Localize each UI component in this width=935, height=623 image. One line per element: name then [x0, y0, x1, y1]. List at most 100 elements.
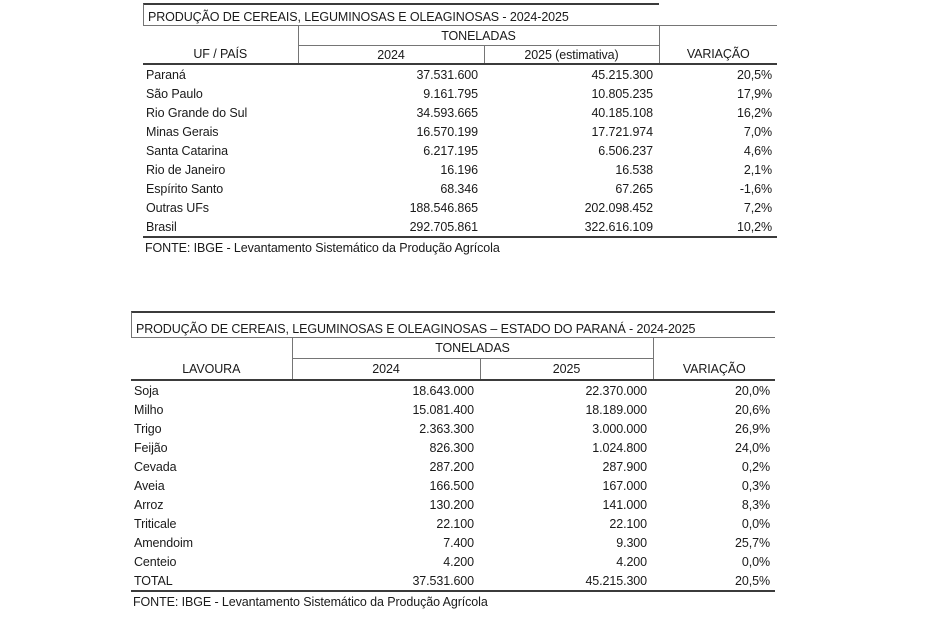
- table-row: Feijão 826.300 1.024.800 24,0%: [131, 438, 775, 457]
- value-2025-cell: 40.185.108: [591, 105, 653, 120]
- value-2025-cell: 22.100: [609, 516, 647, 531]
- row-name-cell: Soja: [134, 383, 159, 398]
- table-row: Rio de Janeiro 16.196 16.538 2,1%: [143, 160, 777, 179]
- row-name-cell: Trigo: [134, 421, 162, 436]
- variation-cell: 2,1%: [743, 162, 772, 177]
- value-2025-cell: 167.000: [602, 478, 648, 493]
- row-name-cell: Outras UFs: [146, 200, 209, 215]
- production-table-brazil: PRODUÇÃO DE CEREAIS, LEGUMINOSAS E OLEAG…: [143, 3, 777, 255]
- table2-toneladas-group-header: TONELADAS: [292, 338, 654, 359]
- table1-group-header-row: TONELADAS: [143, 26, 777, 46]
- value-2025-cell: 17.721.974: [591, 124, 653, 139]
- table2-col-variacao: VARIAÇÃO: [653, 358, 775, 381]
- variation-cell: 20,5%: [653, 571, 775, 592]
- variation-cell: 20,5%: [737, 67, 772, 82]
- table-row: Cevada 287.200 287.900 0,2%: [131, 457, 775, 476]
- row-name-cell: Triticale: [134, 516, 177, 531]
- table2-grid: TONELADAS LAVOURA 2024 2025 VARIAÇÃO Soj…: [131, 338, 775, 592]
- value-2025-cell: 3.000.000: [592, 421, 647, 436]
- table1-header-spacer-cell: [143, 26, 299, 46]
- table1-title-band: PRODUÇÃO DE CEREAIS, LEGUMINOSAS E OLEAG…: [143, 3, 777, 26]
- table-row: São Paulo 9.161.795 10.805.235 17,9%: [143, 84, 777, 103]
- table2-header-spacer-cell: [653, 338, 775, 359]
- value-2024-cell: 130.200: [429, 497, 475, 512]
- row-name-cell: Milho: [134, 402, 164, 417]
- row-name-cell: Arroz: [134, 497, 164, 512]
- value-2025-cell: 287.900: [602, 459, 648, 474]
- variation-cell: 7,0%: [743, 124, 772, 139]
- row-name-cell: São Paulo: [146, 86, 203, 101]
- table2-col-2025: 2025: [480, 358, 654, 381]
- value-2025-cell: 45.215.300: [591, 67, 653, 82]
- value-2025-cell: 45.215.300: [480, 571, 653, 592]
- value-2024-cell: 15.081.400: [412, 402, 474, 417]
- value-2024-cell: 7.400: [443, 535, 474, 550]
- value-2024-cell: 18.643.000: [412, 383, 474, 398]
- table2-title-band: PRODUÇÃO DE CEREAIS, LEGUMINOSAS E OLEAG…: [131, 311, 775, 338]
- variation-cell: 20,6%: [735, 402, 770, 417]
- value-2024-cell: 292.705.861: [298, 217, 484, 238]
- row-name-cell: Aveia: [134, 478, 165, 493]
- table2-col-2024: 2024: [292, 358, 481, 381]
- value-2025-cell: 322.616.109: [484, 217, 659, 238]
- value-2025-cell: 6.506.237: [598, 143, 653, 158]
- value-2024-cell: 9.161.795: [423, 86, 478, 101]
- value-2025-cell: 1.024.800: [592, 440, 647, 455]
- variation-cell: 24,0%: [735, 440, 770, 455]
- row-name-cell: Amendoim: [134, 535, 193, 550]
- value-2025-cell: 4.200: [616, 554, 647, 569]
- row-name-cell: Rio Grande do Sul: [146, 105, 248, 120]
- table2-col-lavoura: LAVOURA: [131, 358, 293, 381]
- table-row: Triticale 22.100 22.100 0,0%: [131, 514, 775, 533]
- variation-cell: 0,0%: [741, 554, 770, 569]
- variation-cell: 0,2%: [741, 459, 770, 474]
- table-row: Santa Catarina 6.217.195 6.506.237 4,6%: [143, 141, 777, 160]
- table1-col-2024: 2024: [298, 45, 485, 65]
- table1-column-header-row: UF / PAÍS 2024 2025 (estimativa) VARIAÇÃ…: [143, 45, 777, 65]
- value-2024-cell: 166.500: [429, 478, 475, 493]
- value-2024-cell: 16.196: [440, 162, 478, 177]
- table-row: Outras UFs 188.546.865 202.098.452 7,2%: [143, 198, 777, 217]
- table1-col-2025: 2025 (estimativa): [484, 45, 660, 65]
- table-row-total: Brasil 292.705.861 322.616.109 10,2%: [143, 217, 777, 238]
- variation-cell: 25,7%: [735, 535, 770, 550]
- table-row: Soja 18.643.000 22.370.000 20,0%: [131, 380, 775, 400]
- table2-group-header-row: TONELADAS: [131, 338, 775, 359]
- value-2024-cell: 287.200: [429, 459, 475, 474]
- value-2025-cell: 10.805.235: [591, 86, 653, 101]
- table1-toneladas-group-header: TONELADAS: [298, 26, 660, 46]
- variation-cell: 26,9%: [735, 421, 770, 436]
- table-row: Arroz 130.200 141.000 8,3%: [131, 495, 775, 514]
- production-table-parana: PRODUÇÃO DE CEREAIS, LEGUMINOSAS E OLEAG…: [131, 311, 775, 609]
- row-name-cell: Brasil: [143, 217, 298, 238]
- table-row: Trigo 2.363.300 3.000.000 26,9%: [131, 419, 775, 438]
- table1-source-note: FONTE: IBGE - Levantamento Sistemático d…: [145, 241, 500, 255]
- value-2024-cell: 4.200: [443, 554, 474, 569]
- value-2025-cell: 22.370.000: [585, 383, 647, 398]
- row-name-cell: Cevada: [134, 459, 177, 474]
- value-2024-cell: 188.546.865: [409, 200, 479, 215]
- table1-header-spacer-cell: [659, 26, 777, 46]
- variation-cell: 8,3%: [741, 497, 770, 512]
- value-2024-cell: 2.363.300: [419, 421, 474, 436]
- value-2024-cell: 22.100: [436, 516, 474, 531]
- table-row-total: TOTAL 37.531.600 45.215.300 20,5%: [131, 571, 775, 592]
- value-2025-cell: 202.098.452: [584, 200, 654, 215]
- variation-cell: 4,6%: [743, 143, 772, 158]
- table2-header-spacer-cell: [131, 338, 293, 359]
- value-2024-cell: 34.593.665: [416, 105, 478, 120]
- variation-cell: 16,2%: [737, 105, 772, 120]
- row-name-cell: Rio de Janeiro: [146, 162, 226, 177]
- value-2024-cell: 37.531.600: [416, 67, 478, 82]
- variation-cell: 17,9%: [737, 86, 772, 101]
- table-row: Amendoim 7.400 9.300 25,7%: [131, 533, 775, 552]
- variation-cell: -1,6%: [739, 181, 772, 196]
- value-2024-cell: 826.300: [429, 440, 475, 455]
- table1-col-variacao: VARIAÇÃO: [659, 45, 777, 65]
- table1-title: PRODUÇÃO DE CEREAIS, LEGUMINOSAS E OLEAG…: [143, 3, 659, 25]
- value-2025-cell: 16.538: [615, 162, 653, 177]
- table2-title: PRODUÇÃO DE CEREAIS, LEGUMINOSAS E OLEAG…: [131, 311, 775, 337]
- row-name-cell: Minas Gerais: [146, 124, 219, 139]
- variation-cell: 0,0%: [741, 516, 770, 531]
